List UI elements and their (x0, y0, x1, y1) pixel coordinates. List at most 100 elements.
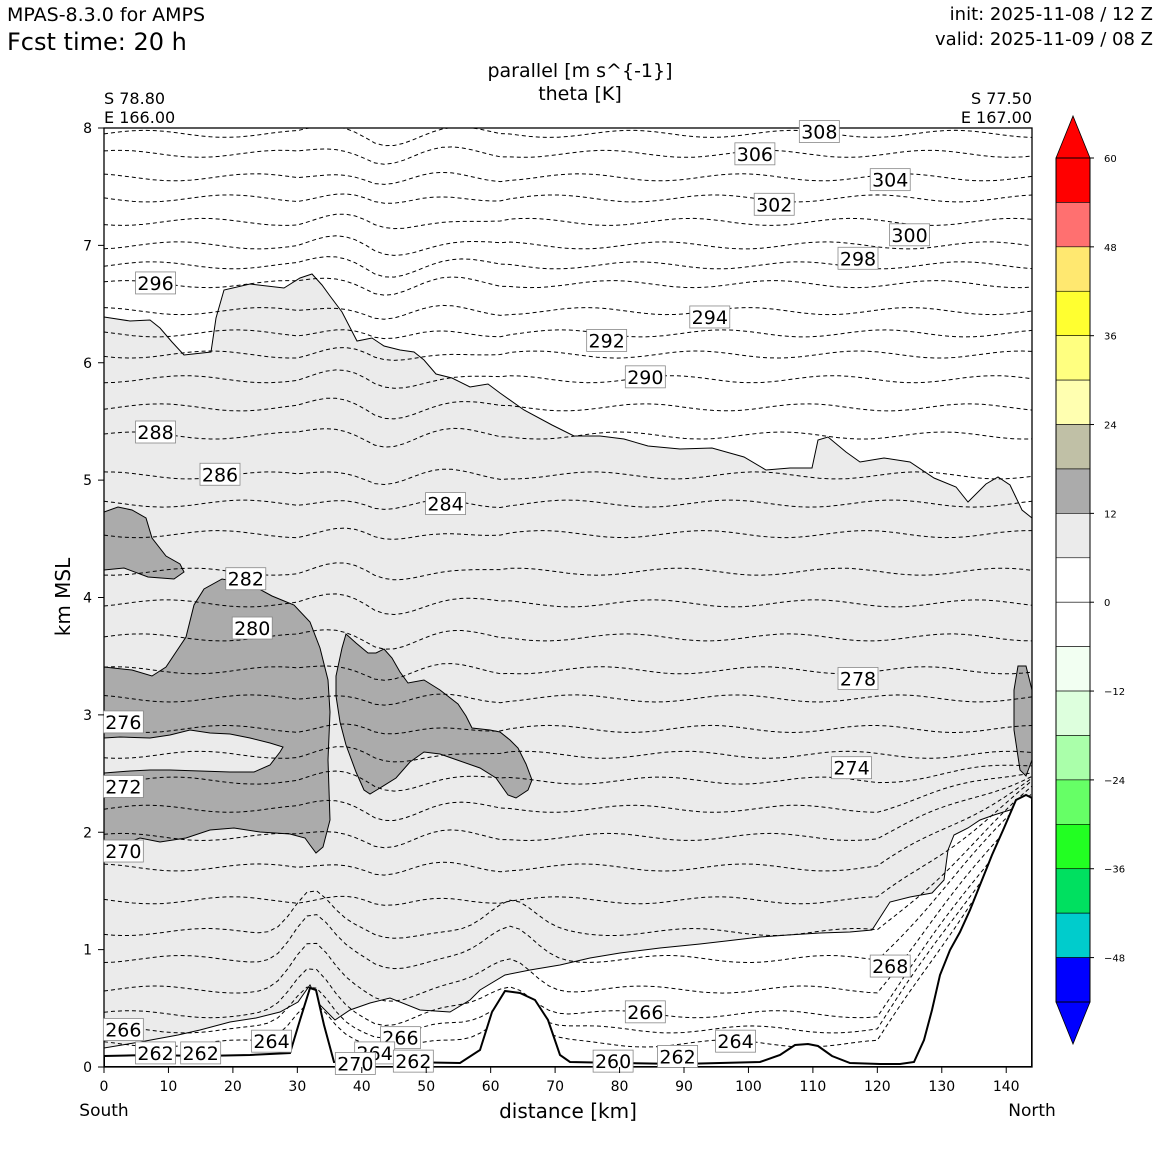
theta-label-text: 298 (840, 248, 876, 270)
theta-label: 280 (231, 616, 273, 640)
theta-label: 270 (334, 1052, 376, 1075)
colorbar-segment (1055, 557, 1091, 603)
theta-label-text: 266 (627, 1002, 663, 1024)
theta-label-box (102, 710, 144, 734)
theta-contour-line (104, 723, 1032, 735)
theta-label: 272 (102, 775, 144, 798)
theta-label-text: 286 (202, 464, 238, 486)
colorbar-tick-label: 24 (1104, 421, 1117, 432)
theta-label-text: 276 (105, 712, 141, 734)
chart-title: parallel [m s^{-1}] (487, 60, 673, 82)
theta-label-box (135, 1041, 176, 1065)
colorbar: 60 48 36 24 12 0 −12 −24 −36 −48 (1055, 114, 1125, 1046)
x-tick-label: 40 (353, 1079, 371, 1095)
theta-contour-line (104, 693, 1032, 706)
theta-label-text: 296 (137, 273, 173, 295)
theta-label: 294 (689, 305, 731, 329)
colorbar-segment (1055, 246, 1091, 292)
x-tick-label: 80 (611, 1079, 629, 1095)
theta-label: 282 (225, 567, 267, 591)
colorbar-segment (1055, 513, 1091, 559)
theta-contour-line (104, 785, 1032, 939)
theta-label-text: 302 (756, 194, 792, 216)
y-tick-label: 5 (83, 473, 92, 489)
colorbar-under-arrow (1055, 1001, 1091, 1046)
theta-contour-line (104, 764, 1032, 792)
theta-label-text: 280 (234, 618, 270, 640)
theta-label-box (102, 839, 144, 863)
theta-label-box (592, 1049, 634, 1073)
x-tick-label: 0 (100, 1079, 109, 1095)
theta-contour-line (104, 468, 1032, 486)
theta-label-box (251, 1029, 292, 1053)
colorbar-segment (1055, 290, 1091, 336)
left-point-lon: E 166.00 (104, 108, 176, 127)
theta-label-box (199, 462, 241, 486)
left-point-lat: S 78.80 (104, 89, 166, 108)
theta-contour-line (104, 347, 1032, 361)
theta-label: 262 (392, 1049, 434, 1073)
theta-label-text: 290 (627, 367, 663, 389)
x-tick-label: 50 (417, 1079, 435, 1095)
y-tick-label: 7 (83, 238, 92, 254)
theta-label-box (798, 120, 840, 143)
theta-label-box (837, 667, 879, 690)
theta-label: 268 (869, 954, 911, 978)
theta-label: 270 (102, 839, 144, 863)
theta-label-box (586, 329, 628, 352)
x-tick-label: 10 (160, 1079, 178, 1095)
south-end-label: South (79, 1101, 129, 1121)
colorbar-tick-label: 0 (1104, 598, 1110, 609)
colorbar-segment (1055, 424, 1091, 470)
colorbar-segment (1055, 868, 1091, 914)
theta-label-box (831, 756, 872, 780)
theta-contour-line (104, 780, 1032, 906)
x-tick-label: 60 (482, 1079, 500, 1095)
theta-contour-line (104, 805, 1032, 1027)
colorbar-tick-label: 48 (1104, 243, 1117, 254)
theta-label: 262 (180, 1041, 222, 1065)
theta-label-text: 264 (253, 1031, 289, 1053)
theta-label-text: 304 (872, 170, 908, 192)
colorbar-segment (1055, 379, 1091, 425)
theta-label-text: 284 (427, 494, 463, 516)
colorbar-tick-label: −36 (1104, 865, 1125, 876)
theta-label-text: 262 (137, 1043, 173, 1065)
theta-label: 288 (135, 420, 176, 444)
colorbar-tick-label: −24 (1104, 776, 1125, 787)
theta-label-box (624, 365, 666, 389)
theta-label-box (135, 271, 176, 295)
right-point-lon: E 167.00 (960, 108, 1032, 127)
theta-label: 302 (753, 192, 795, 216)
colorbar-tick-label: −48 (1104, 954, 1125, 965)
theta-contour-line (104, 593, 1032, 616)
theta-label-text: 288 (137, 422, 173, 444)
theta-contour-line (104, 193, 1032, 204)
right-point-coords: S 77.50 E 167.00 (961, 89, 1032, 127)
colorbar-tick-label: 36 (1104, 332, 1117, 343)
colorbar-segment (1055, 957, 1091, 1003)
theta-contour-line (104, 304, 1032, 320)
theta-contour-line (104, 329, 1032, 340)
theta-contour-line (104, 527, 1032, 540)
theta-label-box (689, 305, 731, 329)
theta-label-text: 306 (737, 144, 773, 166)
terrain (104, 793, 1032, 1067)
left-point-coords: S 78.80 E 166.00 (104, 89, 175, 127)
theta-label: 262 (135, 1041, 176, 1065)
theta-label-box (837, 246, 879, 270)
shade-dark-region-4 (1013, 665, 1032, 777)
colorbar-segment (1055, 468, 1091, 514)
theta-label-text: 268 (872, 956, 908, 978)
valid-time: valid: 2025-11-09 / 08 Z (935, 29, 1153, 50)
theta-label-text: 262 (659, 1046, 695, 1068)
theta-label-box (624, 1000, 666, 1024)
theta-label: 266 (102, 1018, 144, 1041)
theta-contour-line (104, 369, 1032, 389)
theta-label-text: 274 (833, 758, 869, 780)
theta-label: 276 (102, 710, 144, 734)
model-name: MPAS-8.3.0 for AMPS (7, 4, 206, 26)
shade-dark-region-3 (335, 633, 533, 799)
colorbar-segment (1055, 824, 1091, 870)
colorbar-over-arrow (1055, 114, 1091, 159)
